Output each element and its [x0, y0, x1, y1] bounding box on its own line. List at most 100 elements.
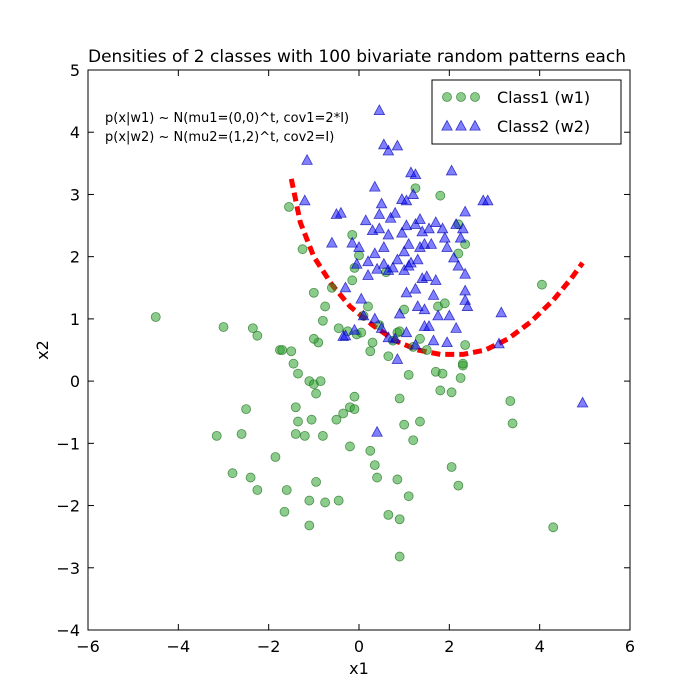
class2-point: [362, 255, 374, 267]
class1-point: [290, 402, 301, 413]
class1-point: [392, 474, 403, 485]
class2-point: [432, 309, 444, 321]
class1-point: [245, 472, 256, 483]
class1-point: [241, 404, 251, 415]
class2-point: [400, 194, 413, 206]
class1-point: [211, 430, 222, 441]
class2-point: [339, 329, 352, 341]
class2-point: [373, 208, 386, 219]
class2-point: [459, 284, 472, 296]
class2-point: [391, 253, 404, 265]
legend-circle: [456, 92, 466, 102]
class2-point: [400, 219, 413, 231]
class1-point: [435, 385, 446, 396]
class2-point: [350, 257, 363, 269]
class1-point: [315, 376, 326, 387]
class2-point: [371, 425, 383, 437]
x-tick-label: 4: [535, 637, 545, 656]
class2-point: [438, 231, 451, 243]
class2-point: [441, 240, 453, 252]
class1-point: [383, 351, 394, 362]
class1-point: [435, 190, 446, 201]
class2-point: [407, 188, 420, 199]
class1-point: [277, 345, 288, 355]
class2-point: [382, 331, 395, 343]
class1-point: [331, 414, 342, 425]
class2-point: [454, 231, 467, 243]
class1-point: [297, 244, 308, 255]
class2-point: [301, 153, 313, 165]
class2-point: [443, 309, 456, 321]
class2-point: [459, 267, 472, 279]
x-tick-label: −2: [257, 637, 281, 656]
class1-point: [457, 358, 468, 369]
x-tick-label: −6: [76, 637, 100, 656]
class1-point: [399, 419, 410, 430]
class1-point: [347, 275, 358, 286]
class1-point: [286, 346, 297, 357]
legend: Class1 (w1) Class2 (w2): [431, 79, 622, 145]
x-tick-label: 6: [625, 637, 635, 656]
class2-point: [346, 236, 359, 248]
class1-point: [537, 279, 547, 290]
plot-area: [150, 104, 589, 562]
class1-point: [338, 408, 349, 419]
class1-point: [304, 520, 315, 531]
class2-point: [425, 237, 438, 249]
class1-point: [311, 388, 321, 399]
class2-point: [441, 336, 453, 348]
class2-point: [411, 253, 424, 265]
class1-point: [308, 287, 319, 298]
class1-points: [150, 183, 559, 562]
class2-point: [409, 282, 422, 294]
class2-point: [423, 222, 435, 234]
y-tick-label: −1: [56, 434, 80, 453]
class1-point: [311, 477, 321, 487]
class2-point: [368, 247, 381, 259]
y-tick-label: −3: [56, 559, 80, 578]
y-tick-label: 2: [70, 248, 80, 267]
class1-point: [288, 358, 299, 369]
class2-point: [411, 300, 424, 311]
class1-point: [365, 346, 376, 357]
class2-point: [382, 144, 395, 156]
class1-point: [460, 340, 471, 350]
class2-point: [396, 226, 408, 238]
class2-point: [373, 222, 386, 234]
class2-point: [450, 321, 463, 333]
x-axis-label: x1: [349, 659, 369, 678]
class1-point: [403, 491, 414, 502]
class1-point: [150, 312, 161, 322]
y-tick-label: 1: [70, 310, 80, 329]
class1-point: [293, 416, 303, 427]
class1-point: [349, 404, 360, 415]
class2-point: [481, 194, 494, 206]
class2-point: [368, 180, 381, 192]
class1-point: [349, 391, 360, 402]
class2-point: [576, 396, 589, 408]
class2-point: [384, 211, 397, 223]
legend-label-class1: Class1 (w1): [497, 88, 590, 107]
class2-point: [459, 205, 472, 217]
class2-point: [368, 312, 381, 324]
legend-marker-class2: [441, 119, 481, 131]
class2-point: [373, 104, 386, 115]
x-axis-ticks: −6 −4 −2 0 2 4 6: [76, 70, 635, 656]
chart-title: Densities of 2 classes with 100 bivariat…: [88, 47, 626, 67]
class1-point: [306, 414, 317, 425]
class2-point: [382, 264, 395, 275]
class1-point: [293, 368, 303, 379]
class2-point: [377, 240, 390, 252]
class1-point: [218, 322, 229, 332]
plot-frame: [87, 69, 631, 631]
class2-point: [456, 222, 469, 234]
y-tick-label: −4: [56, 621, 80, 640]
class1-point: [333, 495, 344, 506]
class1-point: [437, 368, 448, 379]
class2-point: [389, 332, 402, 344]
class2-point: [353, 240, 365, 252]
class2-point: [402, 237, 415, 249]
class1-point: [507, 418, 518, 429]
class2-point: [445, 164, 458, 176]
class2-point: [375, 321, 388, 333]
